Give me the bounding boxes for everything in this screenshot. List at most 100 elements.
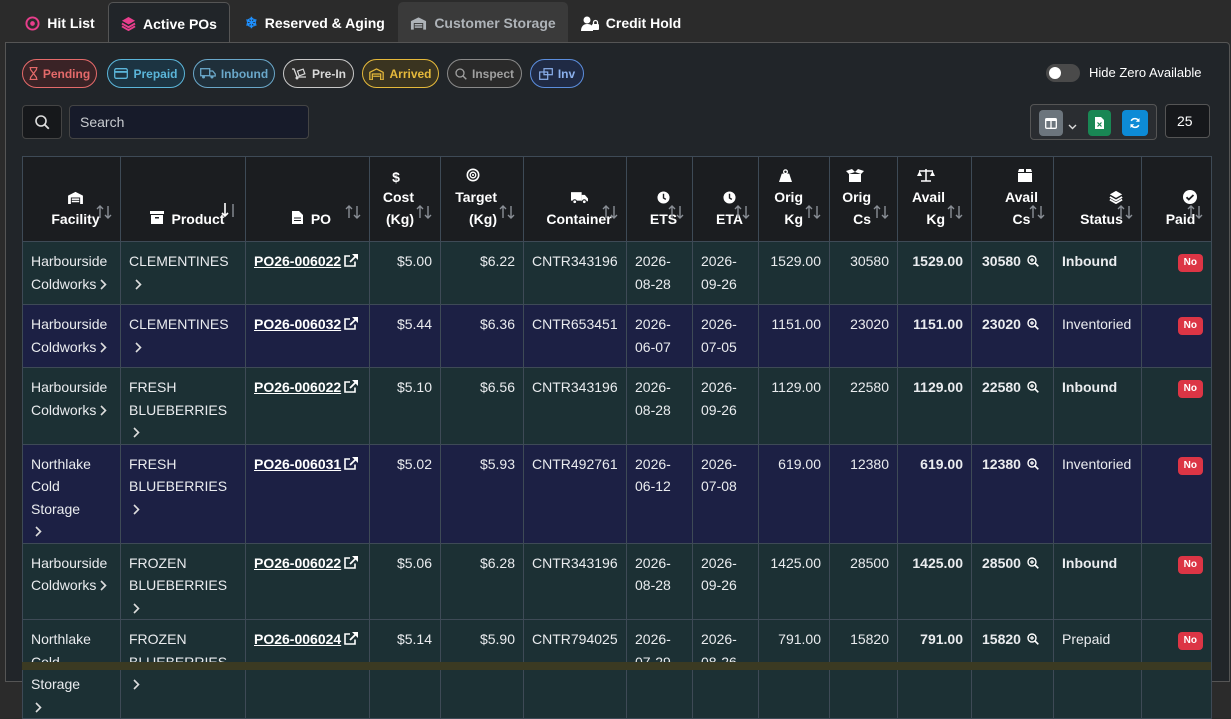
column-header-ets[interactable]: ETS [626,156,693,242]
chevron-right-icon[interactable] [135,341,142,353]
search-button[interactable] [22,105,62,139]
sort-icon[interactable] [96,203,112,225]
column-header-avail-kg[interactable]: Avail Kg [897,156,972,242]
filter-inv[interactable]: Inv [530,59,584,88]
product-cell[interactable]: FRESH BLUEBERRIES [120,443,246,544]
sort-icon[interactable] [1029,203,1045,225]
po-link[interactable]: PO26-006031 [254,455,342,472]
eta-cell: 2026- 07-05 [692,304,759,368]
zoom-in-icon[interactable] [1027,255,1039,267]
po-link[interactable]: PO26-006032 [254,316,342,332]
filter-arrived[interactable]: Arrived [362,59,439,88]
clock-icon [701,188,758,208]
chevron-down-icon[interactable] [1068,117,1077,135]
chevron-right-icon[interactable] [100,580,107,591]
hide-zero-toggle[interactable] [1046,64,1080,82]
product-cell[interactable]: FRESH BLUEBERRIES [120,367,246,445]
column-header-target[interactable]: Target (Kg) [440,156,524,242]
orig-cs-cell: 23020 [829,304,898,368]
external-link-icon[interactable] [344,456,359,470]
sort-icon[interactable] [499,203,515,225]
search-input[interactable] [69,105,309,139]
external-link-icon[interactable] [344,380,359,393]
tab-reserved-aging[interactable]: ❄ Reserved & Aging [236,2,394,43]
chevron-right-icon[interactable] [35,701,42,713]
external-link-icon[interactable] [344,317,359,330]
external-link-icon[interactable] [344,555,359,569]
sort-icon[interactable] [416,203,432,225]
tab-active-pos[interactable]: Active POs [108,2,230,44]
column-header-product[interactable]: Product [120,156,246,242]
sort-icon[interactable] [805,203,821,225]
tab-hit-list[interactable]: Hit List [8,2,112,43]
ets-cell: 2026- 08-28 [626,241,693,305]
chevron-right-icon[interactable] [133,503,140,515]
column-header-po[interactable]: PO [245,156,370,242]
filter-inspect[interactable]: Inspect [447,59,522,88]
chevron-right-icon[interactable] [133,679,140,690]
sort-icon[interactable] [668,203,684,225]
sort-icon[interactable] [873,203,889,225]
sort-down-icon[interactable] [221,203,237,225]
external-link-icon[interactable] [344,254,359,267]
facility-cell[interactable]: Harbourside Coldworks [22,367,121,445]
filter-prepaid[interactable]: Prepaid [107,59,185,88]
zoom-in-icon[interactable] [1027,633,1039,645]
column-header-avail-cs[interactable]: Avail Cs [971,156,1054,242]
export-excel-button[interactable] [1088,110,1111,136]
chevron-right-icon[interactable] [135,278,142,290]
chevron-right-icon[interactable] [133,427,140,438]
column-toggle-button[interactable] [1039,110,1063,136]
chevron-right-icon[interactable] [100,341,107,353]
product-cell[interactable]: CLEMENTINES [120,304,246,368]
column-header-status[interactable]: Status [1053,156,1142,242]
sort-icon[interactable] [734,203,750,225]
column-header-cost[interactable]: $ Cost (Kg) [369,156,441,242]
page-size-input[interactable]: 25 [1165,104,1210,138]
search-icon [455,67,467,80]
chevron-right-icon[interactable] [100,278,107,290]
column-header-eta[interactable]: ETA [692,156,759,242]
tab-customer-storage[interactable]: Customer Storage [398,2,568,43]
zoom-in-icon[interactable] [1027,318,1039,330]
filter-pre-in[interactable]: Pre-In [283,59,354,88]
facility-cell[interactable]: Harbourside Coldworks [22,241,121,305]
tab-credit-hold[interactable]: Credit Hold [572,2,690,43]
po-link[interactable]: PO26-006022 [254,379,342,395]
facility-cell[interactable]: Harbourside Coldworks [22,304,121,368]
sort-icon[interactable] [602,203,618,225]
product-cell[interactable]: CLEMENTINES [120,241,246,305]
paid-badge[interactable]: No [1177,555,1203,574]
refresh-button[interactable] [1122,110,1148,136]
facility-cell[interactable]: Harbourside Coldworks [22,542,121,620]
chevron-right-icon[interactable] [133,602,140,614]
filter-inbound[interactable]: Inbound [193,59,275,88]
po-link[interactable]: PO26-006022 [254,253,342,269]
chevron-right-icon[interactable] [100,404,107,416]
po-link[interactable]: PO26-006024 [254,631,342,647]
column-header-orig-cs[interactable]: Orig Cs [829,156,898,242]
sort-icon[interactable] [345,203,361,225]
column-header-orig-kg[interactable]: Orig Kg [758,156,830,242]
column-header-paid[interactable]: Paid [1141,156,1212,242]
paid-badge[interactable]: No [1177,254,1203,272]
po-link[interactable]: PO26-006022 [254,554,342,571]
zoom-in-icon[interactable] [1027,556,1039,569]
paid-badge[interactable]: No [1177,632,1203,650]
filter-pending[interactable]: Pending [22,59,97,88]
sort-icon[interactable] [1117,203,1133,225]
sort-icon[interactable] [947,203,963,225]
zoom-in-icon[interactable] [1027,381,1039,393]
chevron-right-icon[interactable] [35,526,42,537]
sort-icon[interactable] [1187,203,1203,225]
zoom-in-icon[interactable] [1027,457,1039,470]
paid-badge[interactable]: No [1177,380,1203,398]
column-header-container[interactable]: Container [523,156,627,242]
external-link-icon[interactable] [344,632,359,645]
avail-cs-cell: 28500 [971,542,1054,620]
paid-badge[interactable]: No [1177,317,1203,335]
column-header-facility[interactable]: Facility [22,156,121,242]
paid-badge[interactable]: No [1177,456,1203,475]
